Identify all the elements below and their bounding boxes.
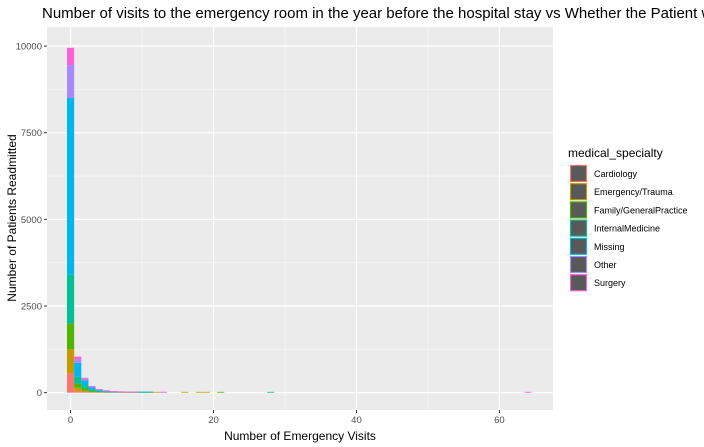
legend-item: Other [569, 255, 617, 274]
legend-key [569, 164, 588, 183]
legend-title: medical_specialty [568, 146, 663, 160]
bar-segment [74, 356, 82, 360]
bar-segment [67, 323, 75, 350]
y-tick-label: 7500 [21, 128, 42, 139]
bar-segment [88, 390, 96, 392]
bar-segment [202, 391, 210, 393]
bar-segment [138, 391, 146, 393]
bar-segment [88, 385, 96, 387]
bar-segment [81, 391, 89, 393]
legend-label: Other [594, 260, 617, 270]
legend-key [569, 219, 588, 237]
bar-segment [524, 391, 532, 393]
bar-segment [102, 391, 110, 392]
bar-segment [81, 377, 89, 379]
bar-segment [117, 391, 125, 393]
bar-segment [67, 349, 75, 374]
bar-segment [124, 391, 132, 393]
bar-segment [74, 359, 82, 363]
bar-segment [145, 391, 153, 393]
legend-key [569, 183, 588, 201]
y-tick-label: 2500 [21, 302, 42, 313]
legend-item: Missing [569, 237, 625, 255]
y-tick-label: 0 [37, 388, 42, 399]
bar-segment [152, 391, 160, 393]
bar-segment [217, 391, 225, 393]
bar-segment [67, 65, 75, 99]
bar-segment [74, 387, 82, 391]
bar-segment [88, 387, 96, 390]
y-axis-title: Number of Patients Readmitted [5, 134, 19, 301]
bar-segment [267, 391, 275, 393]
legend-item: Family/GeneralPractice [569, 201, 688, 219]
legend-item: InternalMedicine [569, 219, 660, 237]
bar-segment [95, 391, 103, 392]
legend-label: Cardiology [594, 169, 638, 179]
legend-key [569, 201, 588, 219]
bar-segment [131, 391, 139, 393]
y-tick-label: 5000 [21, 215, 42, 226]
bar-segment [67, 47, 75, 66]
legend-label: Family/GeneralPractice [594, 205, 688, 215]
bar-segment [102, 390, 110, 392]
legend-item: Cardiology [569, 164, 638, 183]
x-axis-title: Number of Emergency Visits [224, 429, 376, 443]
legend-label: Emergency/Trauma [594, 187, 673, 197]
bar-segment [88, 389, 96, 391]
x-tick-label: 0 [68, 415, 73, 426]
legend-key [569, 255, 588, 274]
bar-segment [74, 376, 82, 384]
bar-segment [81, 380, 89, 386]
x-tick-label: 40 [351, 415, 362, 426]
bar-segment [88, 386, 96, 388]
x-tick-label: 20 [208, 415, 219, 426]
bar-segment [81, 390, 89, 392]
bar-segment [195, 391, 203, 393]
x-axis: 0 20 40 60 [68, 410, 505, 426]
chart-title: Number of visits to the emergency room i… [42, 5, 704, 22]
y-tick-label: 10000 [16, 42, 42, 53]
grid-minor [47, 27, 553, 410]
bar-segment [181, 391, 189, 393]
bar-segment [67, 373, 75, 393]
bar-segment [74, 383, 82, 388]
bar-segment [81, 378, 89, 381]
bars [67, 47, 532, 393]
bar-segment [67, 274, 75, 324]
legend-label: InternalMedicine [594, 224, 660, 234]
legend-key [569, 237, 588, 255]
plot-panel [47, 27, 553, 410]
legend-label: Missing [594, 242, 625, 252]
bar-segment [74, 362, 82, 377]
bar-segment [95, 390, 103, 392]
bar-segment [88, 391, 96, 393]
bar-segment [159, 391, 168, 393]
y-axis: 0 2500 5000 7500 10000 [16, 42, 47, 399]
legend-label: Surgery [594, 278, 626, 288]
bar-segment [109, 391, 118, 392]
legend-key [569, 274, 588, 292]
bar-segment [67, 98, 75, 275]
legend-item: Surgery [569, 274, 626, 292]
legend: medical_specialty Cardiology Emergency/Tr… [568, 146, 688, 292]
bar-segment [81, 385, 89, 389]
bar-segment [81, 388, 89, 391]
bar-segment [74, 390, 82, 393]
legend-item: Emergency/Trauma [569, 183, 673, 201]
bar-segment [95, 389, 103, 390]
x-tick-label: 60 [494, 415, 505, 426]
